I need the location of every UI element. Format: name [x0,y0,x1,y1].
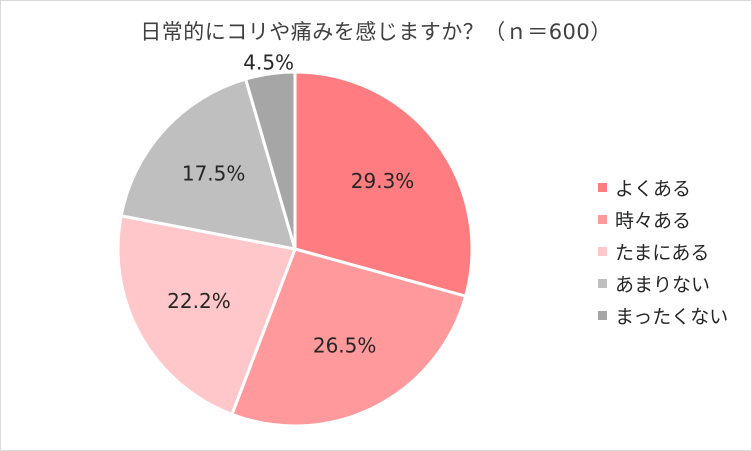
legend-swatch [598,182,607,192]
legend-label: よくある [615,177,692,200]
slice-value-label: 26.5% [313,334,377,358]
legend-swatch [598,246,607,256]
legend-label: 時々ある [615,209,692,232]
pie-slice [119,77,297,251]
slice-value-label: 17.5% [182,161,246,185]
legend-swatch [598,310,607,320]
pie-slice [293,70,474,298]
chart-title: 日常的にコリや痛みを感じますか？（ｎ＝600） [140,20,612,44]
legend-swatch [598,278,607,288]
legend-item: たまにある [598,235,728,267]
legend-label: たまにある [615,241,710,264]
pie-slice [116,214,297,416]
legend-label: まったくない [615,305,729,328]
slice-value-label: 22.2% [167,289,231,313]
legend-item: あまりない [598,267,728,299]
slice-value-label: 4.5% [243,50,294,74]
legend-item: よくある [598,171,728,203]
legend: よくある時々あるたまにあるあまりないまったくない [598,171,728,331]
legend-item: まったくない [598,299,728,331]
pie-slice [244,70,297,251]
legend-label: あまりない [615,273,711,296]
pie-slice [230,247,468,428]
legend-swatch [598,214,607,224]
slice-value-label: 29.3% [351,169,415,193]
legend-item: 時々ある [598,203,728,235]
